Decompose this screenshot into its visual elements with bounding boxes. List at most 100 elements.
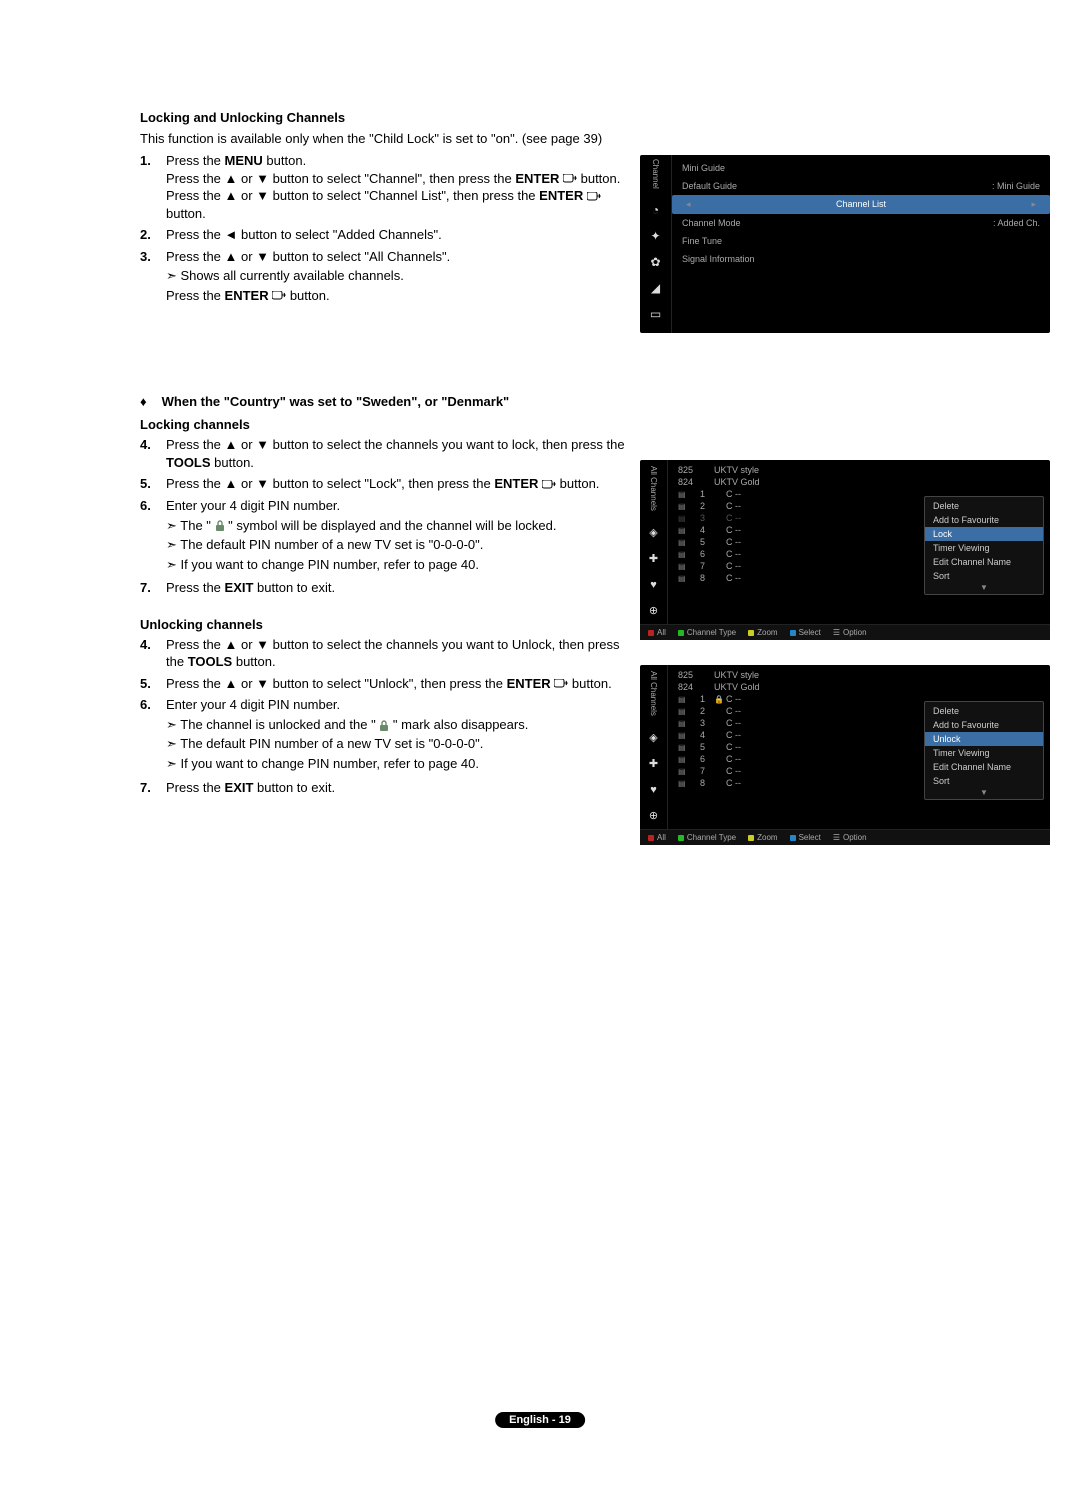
color-dot-icon — [748, 630, 754, 636]
step-item: 7. Press the EXIT button to exit. — [140, 579, 630, 597]
tv-small-icon: ▤ — [678, 695, 694, 704]
step-item: 3.Press the ▲ or ▼ button to select "All… — [140, 248, 630, 305]
section-heading: Locking and Unlocking Channels — [140, 110, 950, 125]
footer-item: Select — [790, 833, 821, 842]
footer-item: ☰Option — [833, 833, 867, 842]
prog-icon: ⊕ — [646, 603, 662, 619]
step-body: Press the ▲ or ▼ button to select the ch… — [166, 636, 630, 671]
tv-small-icon: ▤ — [678, 707, 694, 716]
chevron-down-icon: ▼ — [925, 788, 1043, 797]
step-item: 4.Press the ▲ or ▼ button to select the … — [140, 636, 630, 671]
prog-icon: ⊕ — [646, 808, 662, 824]
menu-row-value: : Mini Guide — [992, 181, 1040, 191]
menu-row: Mini Guide — [672, 159, 1050, 177]
footer-item: All — [648, 833, 666, 842]
chevron-down-icon: ▼ — [925, 583, 1043, 592]
footer-item: Select — [790, 628, 821, 637]
step-number: 7. — [140, 779, 166, 797]
channel-index: 7 — [700, 561, 714, 571]
step-subitem: The " " symbol will be displayed and the… — [166, 517, 630, 535]
footer-label: Zoom — [757, 628, 777, 637]
step-number: 6. — [140, 696, 166, 774]
diamond-heading: ♦ When the "Country" was set to "Sweden"… — [140, 394, 630, 409]
channel-index: 2 — [700, 501, 714, 511]
step-sublist: Shows all currently available channels. — [166, 267, 630, 285]
screenshot-unlock: All Channels ◈ ✚ ♥ ⊕ 825UKTV style824UKT… — [640, 665, 1050, 845]
tv-small-icon: ▤ — [678, 526, 694, 535]
gear-icon: ✿ — [647, 253, 665, 271]
step-item: 4.Press the ▲ or ▼ button to select the … — [140, 436, 630, 471]
step-number: 7. — [140, 579, 166, 597]
step-item: 6.Enter your 4 digit PIN number.The chan… — [140, 696, 630, 774]
channel-index: 6 — [700, 549, 714, 559]
step-body: Press the ▲ or ▼ button to select "Lock"… — [166, 475, 630, 493]
menu-row: ◂Channel List▸ — [672, 195, 1050, 214]
footer-item: All — [648, 628, 666, 637]
footer-item: Zoom — [748, 833, 777, 842]
footer-icon: ☰ — [833, 833, 840, 842]
popup-item: Add to Favourite — [925, 718, 1043, 732]
step-after: Press the ENTER button. — [166, 287, 630, 305]
menu-row: Channel Mode: Added Ch. — [672, 214, 1050, 232]
all-icon: ◈ — [646, 730, 662, 746]
channel-index: 6 — [700, 754, 714, 764]
steps-list-lock: 4.Press the ▲ or ▼ button to select the … — [140, 436, 630, 596]
add-icon: ✚ — [646, 756, 662, 772]
channel-index: 4 — [700, 525, 714, 535]
shot2-popup: DeleteAdd to FavouriteLockTimer ViewingE… — [924, 496, 1044, 595]
arrow-right-icon: ▸ — [1031, 199, 1036, 210]
steps-list-a: 1.Press the MENU button.Press the ▲ or ▼… — [140, 152, 630, 304]
step-subitem: The default PIN number of a new TV set i… — [166, 536, 630, 554]
channel-index: 4 — [700, 730, 714, 740]
star-icon: ✦ — [647, 227, 665, 245]
footer-item: Channel Type — [678, 628, 736, 637]
arrow-left-icon: ◂ — [686, 199, 691, 210]
channel-header: 824UKTV Gold — [668, 681, 1050, 693]
shot3-footer: AllChannel TypeZoomSelect☰Option — [640, 829, 1050, 845]
popup-item: Sort — [925, 774, 1043, 788]
step-number: 5. — [140, 475, 166, 493]
step-number: 6. — [140, 497, 166, 575]
screenshot-lock: All Channels ◈ ✚ ♥ ⊕ 825UKTV style824UKT… — [640, 460, 1050, 640]
channel-index: 2 — [700, 706, 714, 716]
tv-small-icon: ▤ — [678, 731, 694, 740]
intro-text: This function is available only when the… — [140, 131, 950, 146]
tv-small-icon: ▤ — [678, 538, 694, 547]
channel-header: 824UKTV Gold — [668, 476, 1050, 488]
step-number: 4. — [140, 436, 166, 471]
popup-item: Delete — [925, 704, 1043, 718]
signal-icon: ◢ — [647, 279, 665, 297]
tv-small-icon: ▤ — [678, 755, 694, 764]
shot3-popup: DeleteAdd to FavouriteUnlockTimer Viewin… — [924, 701, 1044, 800]
step-body: Press the ▲ or ▼ button to select "All C… — [166, 248, 630, 305]
channel-index: 1 — [700, 694, 714, 704]
channel-header: 825UKTV style — [668, 669, 1050, 681]
shot3-list: 825UKTV style824UKTV Gold DeleteAdd to Fa… — [668, 665, 1050, 829]
step-item: 1.Press the MENU button.Press the ▲ or ▼… — [140, 152, 630, 222]
step-item: 6.Enter your 4 digit PIN number.The " " … — [140, 497, 630, 575]
color-dot-icon — [790, 835, 796, 841]
shot2-footer: AllChannel TypeZoomSelect☰Option — [640, 624, 1050, 640]
menu-row-label: Signal Information — [682, 254, 755, 264]
step-item: 5.Press the ▲ or ▼ button to select "Loc… — [140, 475, 630, 493]
lock-status-icon: 🔒 — [714, 695, 726, 704]
step-body: Press the MENU button.Press the ▲ or ▼ b… — [166, 152, 630, 222]
step-body: Press the ▲ or ▼ button to select "Unloc… — [166, 675, 630, 693]
color-dot-icon — [790, 630, 796, 636]
channel-index: 5 — [700, 742, 714, 752]
step-number: 2. — [140, 226, 166, 244]
menu-row-label: Channel Mode — [682, 218, 741, 228]
step-subitem: The channel is unlocked and the " " mark… — [166, 716, 630, 734]
menu-row: Default Guide : Mini Guide — [672, 177, 1050, 195]
menu-row-label: Default Guide — [682, 181, 737, 191]
shot3-sidebar: All Channels ◈ ✚ ♥ ⊕ — [640, 665, 668, 829]
steps-list-unlock: 4.Press the ▲ or ▼ button to select the … — [140, 636, 630, 796]
diamond-icon: ♦ — [140, 394, 158, 409]
tv-small-icon: ▤ — [678, 550, 694, 559]
diamond-heading-text: When the "Country" was set to "Sweden", … — [162, 394, 510, 409]
tv-small-icon: ▤ — [678, 767, 694, 776]
tv-small-icon: ▤ — [678, 562, 694, 571]
popup-item: Timer Viewing — [925, 746, 1043, 760]
step-body: Press the EXIT button to exit. — [166, 779, 630, 797]
tv-small-icon: ▤ — [678, 514, 694, 523]
